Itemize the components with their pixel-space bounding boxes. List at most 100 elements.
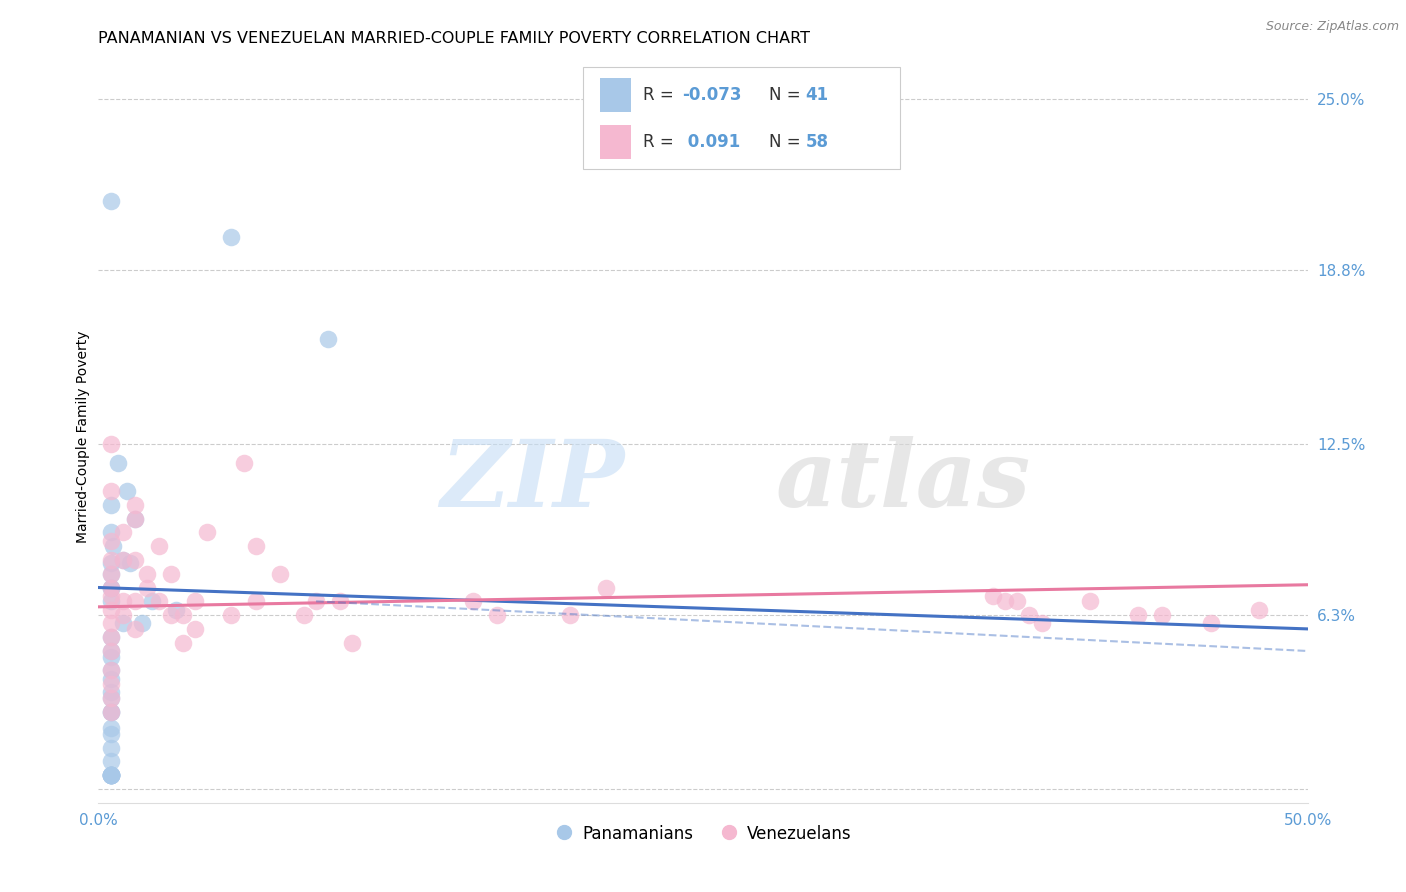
Point <box>111 525 134 540</box>
Point <box>100 768 122 782</box>
Point <box>111 608 134 623</box>
Point <box>100 768 122 782</box>
Point <box>269 566 291 581</box>
Text: 41: 41 <box>806 86 828 103</box>
Point <box>100 644 122 658</box>
Point <box>100 768 122 782</box>
Point <box>100 690 122 705</box>
Point <box>305 594 328 608</box>
Text: Source: ZipAtlas.com: Source: ZipAtlas.com <box>1265 20 1399 33</box>
Point <box>100 663 122 677</box>
Point <box>100 525 122 540</box>
Point <box>100 566 122 581</box>
Point <box>100 498 122 512</box>
Point <box>111 553 134 567</box>
Point <box>100 740 122 755</box>
Point <box>1018 608 1040 623</box>
Point <box>124 511 146 525</box>
Point <box>124 622 146 636</box>
Point <box>100 705 122 719</box>
Point <box>292 608 315 623</box>
Point <box>100 581 122 595</box>
Point <box>100 672 122 686</box>
Point <box>232 456 254 470</box>
Point <box>100 663 122 677</box>
Point <box>101 539 124 553</box>
Point <box>100 755 122 769</box>
Point <box>195 525 218 540</box>
Point <box>100 594 122 608</box>
Point <box>100 553 122 567</box>
Point <box>100 768 122 782</box>
Text: N =: N = <box>769 86 806 103</box>
Text: R =: R = <box>643 86 679 103</box>
Point <box>148 594 170 608</box>
Point <box>100 630 122 644</box>
Point <box>1007 594 1029 608</box>
Point <box>100 589 122 603</box>
Point <box>486 608 509 623</box>
Point <box>1031 616 1053 631</box>
Point <box>100 768 122 782</box>
Point <box>342 636 364 650</box>
Point <box>100 630 122 644</box>
Point <box>100 721 122 735</box>
Point <box>100 685 122 699</box>
Point <box>245 594 267 608</box>
Point <box>981 589 1004 603</box>
Text: N =: N = <box>769 133 806 151</box>
Point <box>100 194 122 208</box>
Point <box>100 483 122 498</box>
Point <box>558 608 581 623</box>
Point <box>100 690 122 705</box>
Point <box>316 332 339 346</box>
Point <box>111 594 134 608</box>
Point <box>124 553 146 567</box>
Point <box>111 553 134 567</box>
Point <box>100 768 122 782</box>
Text: ZIP: ZIP <box>440 436 624 526</box>
Point <box>100 677 122 691</box>
Point <box>135 581 157 595</box>
Point <box>100 556 122 570</box>
Text: atlas: atlas <box>776 436 1031 526</box>
Point <box>148 539 170 553</box>
Point <box>245 539 267 553</box>
Point <box>141 594 163 608</box>
Point <box>100 768 122 782</box>
Point <box>172 636 194 650</box>
Point <box>100 644 122 658</box>
Point <box>100 581 122 595</box>
Point <box>329 594 352 608</box>
Point <box>172 608 194 623</box>
Point <box>1199 616 1222 631</box>
Point <box>131 616 153 631</box>
Point <box>160 566 183 581</box>
Point <box>100 705 122 719</box>
Point <box>100 768 122 782</box>
Point <box>100 437 122 451</box>
Point <box>107 456 129 470</box>
Point <box>100 705 122 719</box>
Point <box>118 556 141 570</box>
Point <box>124 511 146 525</box>
Point <box>994 594 1017 608</box>
Point <box>100 649 122 664</box>
Point <box>221 608 243 623</box>
Y-axis label: Married-Couple Family Poverty: Married-Couple Family Poverty <box>76 331 90 543</box>
Point <box>124 594 146 608</box>
Text: -0.073: -0.073 <box>682 86 741 103</box>
Text: 0.091: 0.091 <box>682 133 740 151</box>
Text: PANAMANIAN VS VENEZUELAN MARRIED-COUPLE FAMILY POVERTY CORRELATION CHART: PANAMANIAN VS VENEZUELAN MARRIED-COUPLE … <box>98 31 810 46</box>
Point <box>135 566 157 581</box>
Point <box>463 594 485 608</box>
Text: 58: 58 <box>806 133 828 151</box>
Text: R =: R = <box>643 133 679 151</box>
Point <box>100 616 122 631</box>
Point <box>1128 608 1150 623</box>
Point <box>100 581 122 595</box>
Point <box>100 727 122 741</box>
Point <box>1152 608 1174 623</box>
Point <box>184 594 207 608</box>
Point <box>595 581 617 595</box>
